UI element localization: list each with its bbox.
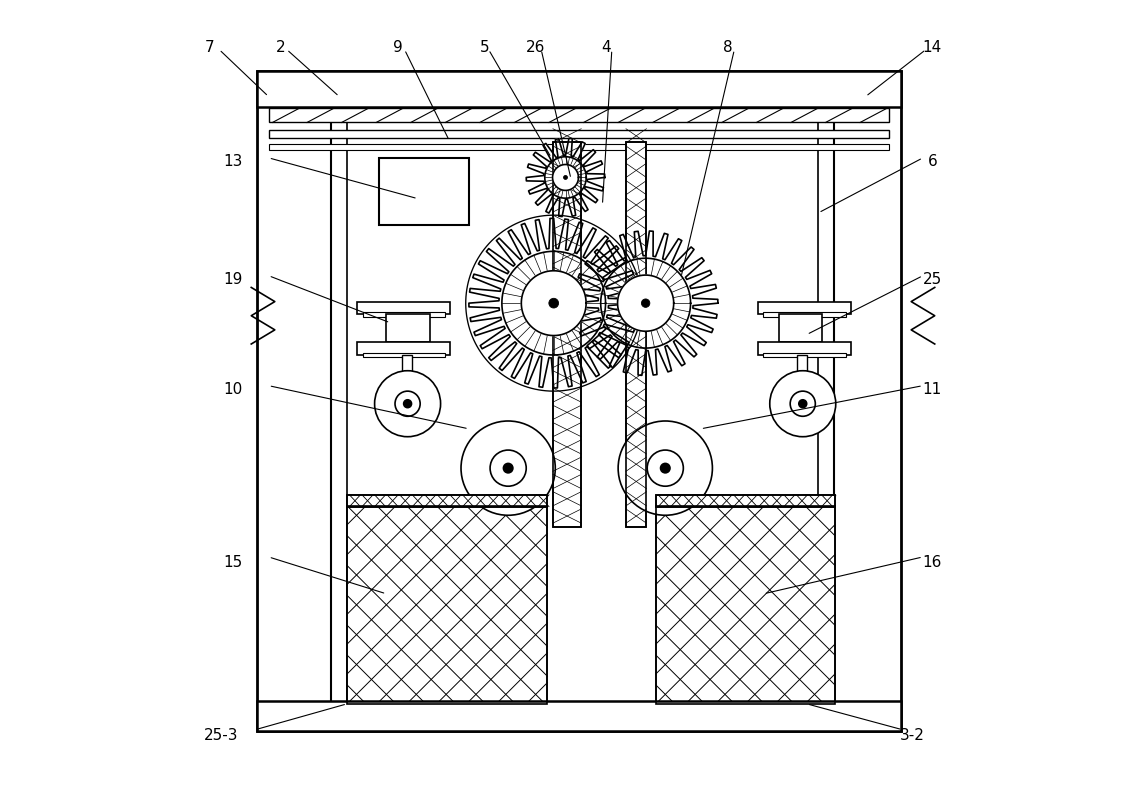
- Circle shape: [375, 371, 441, 437]
- Text: 4: 4: [602, 40, 611, 55]
- Bar: [626, 142, 646, 527]
- Text: 15: 15: [224, 555, 243, 570]
- Bar: [363, 312, 445, 316]
- Bar: [779, 314, 822, 342]
- Text: 26: 26: [526, 40, 546, 55]
- Text: 2: 2: [275, 40, 286, 55]
- Text: 14: 14: [923, 40, 942, 55]
- Polygon shape: [618, 275, 674, 331]
- Circle shape: [461, 421, 555, 515]
- Text: 7: 7: [204, 40, 215, 55]
- Text: 8: 8: [723, 40, 733, 55]
- Text: 16: 16: [923, 555, 942, 570]
- Bar: [553, 142, 581, 527]
- Bar: [656, 506, 835, 704]
- Circle shape: [648, 450, 683, 486]
- Bar: [268, 144, 890, 150]
- Bar: [656, 506, 835, 704]
- Bar: [656, 495, 835, 507]
- Bar: [764, 353, 846, 357]
- Bar: [347, 506, 547, 704]
- Bar: [553, 142, 581, 527]
- Circle shape: [490, 450, 526, 486]
- Bar: [378, 158, 469, 224]
- Text: 13: 13: [224, 154, 243, 169]
- Bar: [758, 302, 851, 314]
- Circle shape: [798, 400, 806, 408]
- Bar: [347, 506, 547, 704]
- Bar: [257, 701, 901, 731]
- Bar: [758, 342, 851, 355]
- Text: 9: 9: [393, 40, 403, 55]
- Bar: [656, 495, 835, 507]
- Polygon shape: [573, 231, 718, 375]
- Circle shape: [642, 299, 650, 308]
- Bar: [347, 495, 547, 507]
- Bar: [257, 72, 901, 107]
- Bar: [357, 342, 450, 355]
- Text: 3-2: 3-2: [900, 728, 925, 743]
- Circle shape: [790, 391, 815, 416]
- Bar: [797, 355, 806, 391]
- Text: 11: 11: [923, 382, 942, 397]
- Bar: [257, 72, 901, 731]
- Polygon shape: [526, 139, 605, 216]
- Circle shape: [563, 176, 568, 179]
- Bar: [402, 355, 411, 391]
- Text: 5: 5: [480, 40, 490, 55]
- Text: 25: 25: [923, 272, 942, 287]
- Bar: [357, 302, 450, 314]
- Circle shape: [770, 371, 836, 437]
- Polygon shape: [521, 271, 586, 335]
- Polygon shape: [553, 164, 579, 190]
- Circle shape: [618, 421, 713, 515]
- Circle shape: [395, 391, 420, 416]
- Text: 19: 19: [224, 272, 243, 287]
- Bar: [386, 314, 429, 342]
- Circle shape: [660, 464, 670, 473]
- Text: 6: 6: [927, 154, 938, 169]
- Circle shape: [549, 298, 558, 308]
- Bar: [764, 312, 846, 316]
- Bar: [268, 131, 890, 139]
- Polygon shape: [469, 218, 638, 388]
- Bar: [268, 109, 890, 123]
- Text: 10: 10: [224, 382, 243, 397]
- Text: 25-3: 25-3: [204, 728, 239, 743]
- Circle shape: [504, 464, 513, 473]
- Circle shape: [403, 400, 411, 408]
- Bar: [363, 353, 445, 357]
- Bar: [347, 495, 547, 507]
- Bar: [626, 142, 646, 527]
